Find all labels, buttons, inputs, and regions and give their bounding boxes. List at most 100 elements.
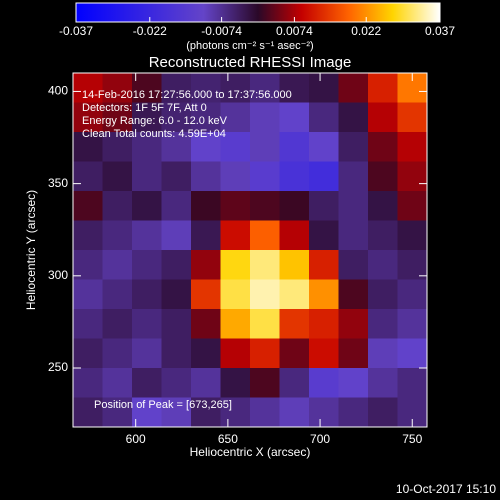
heatmap-cell (191, 220, 221, 251)
heatmap-cell (279, 397, 310, 428)
heatmap-cell (73, 368, 103, 398)
heatmap-cell (161, 191, 192, 221)
chart-title: Reconstructed RHESSI Image (149, 54, 352, 71)
heatmap-cell (309, 191, 339, 221)
heatmap-cell (250, 191, 280, 221)
heatmap-cell (161, 368, 192, 398)
heatmap-cell (73, 220, 103, 251)
heatmap-cell (73, 309, 103, 339)
heatmap-cell (132, 309, 162, 339)
heatmap-cell (161, 279, 192, 310)
heatmap-cell (309, 73, 339, 103)
heatmap-cell (191, 73, 221, 103)
heatmap-cell (191, 102, 221, 133)
peak-annotation: Position of Peak = [673,265] (94, 399, 232, 411)
colorbar-tick-label: -0.037 (59, 24, 93, 38)
y-axis-label: Heliocentric Y (arcsec) (24, 190, 38, 310)
heatmap-cell (73, 73, 103, 103)
heatmap-cell (338, 397, 369, 428)
heatmap-cell (397, 368, 428, 398)
heatmap-cell (250, 73, 280, 103)
heatmap-cell (191, 250, 221, 280)
colorbar-label: (photons cm⁻² s⁻¹ asec⁻²) (186, 40, 313, 52)
heatmap-cell (102, 309, 133, 339)
heatmap-cell (309, 250, 339, 280)
heatmap-cell (368, 161, 398, 192)
heatmap-cell (309, 132, 339, 162)
footer-date: 10-Oct-2017 15:10 (396, 482, 496, 496)
heatmap-cell (397, 338, 428, 369)
heatmap-cell (279, 102, 310, 133)
heatmap-cell (161, 102, 192, 133)
heatmap-cell (338, 368, 369, 398)
heatmap-cell (250, 220, 280, 251)
heatmap-cell (368, 397, 398, 428)
heatmap-cell (309, 397, 339, 428)
y-tick-label: 250 (48, 360, 68, 374)
heatmap-cell (338, 309, 369, 339)
heatmap-cell (132, 73, 162, 103)
heatmap-cell (250, 102, 280, 133)
heatmap-cell (279, 250, 310, 280)
heatmap-cell (250, 397, 280, 428)
heatmap-cell (73, 397, 103, 428)
heatmap-cell (279, 220, 310, 251)
heatmap-cell (220, 132, 251, 162)
heatmap-cell (73, 250, 103, 280)
heatmap (73, 73, 428, 428)
heatmap-cell (220, 161, 251, 192)
heatmap-cell (161, 338, 192, 369)
heatmap-cell (309, 338, 339, 369)
heatmap-cell (191, 161, 221, 192)
heatmap-cell (397, 161, 428, 192)
heatmap-cell (338, 279, 369, 310)
heatmap-cell (161, 220, 192, 251)
colorbar (75, 2, 441, 23)
heatmap-cell (397, 102, 428, 133)
heatmap-cell (191, 368, 221, 398)
heatmap-cell (73, 132, 103, 162)
heatmap-cell (102, 220, 133, 251)
heatmap-cell (73, 279, 103, 310)
annotation: Energy Range: 6.0 - 12.0 keV (82, 115, 228, 127)
heatmap-cell (191, 191, 221, 221)
heatmap-cell (102, 397, 133, 428)
heatmap-cell (132, 279, 162, 310)
heatmap-cell (220, 73, 251, 103)
colorbar-tick-label: 0.022 (351, 24, 381, 38)
heatmap-cell (279, 368, 310, 398)
heatmap-cell (279, 191, 310, 221)
heatmap-cell (397, 250, 428, 280)
heatmap-cell (220, 309, 251, 339)
heatmap-cell (338, 220, 369, 251)
heatmap-cell (220, 279, 251, 310)
heatmap-cell (368, 73, 398, 103)
colorbar-tick-label: 0.037 (425, 24, 455, 38)
heatmap-cell (279, 309, 310, 339)
heatmap-cell (368, 191, 398, 221)
heatmap-cell (338, 102, 369, 133)
heatmap-cell (102, 250, 133, 280)
heatmap-cell (368, 338, 398, 369)
heatmap-cell (220, 338, 251, 369)
heatmap-cell (191, 279, 221, 310)
heatmap-cell (397, 191, 428, 221)
heatmap-cell (220, 397, 251, 428)
heatmap-cell (161, 309, 192, 339)
heatmap-cell (250, 161, 280, 192)
heatmap-cell (220, 250, 251, 280)
heatmap-cell (279, 279, 310, 310)
heatmap-cell (338, 161, 369, 192)
heatmap-cell (309, 368, 339, 398)
heatmap-cell (73, 338, 103, 369)
heatmap-cell (102, 73, 133, 103)
heatmap-cell (309, 161, 339, 192)
annotation: 14-Feb-2016 17:27:56.000 to 17:37:56.000 (82, 89, 292, 101)
heatmap-cell (368, 220, 398, 251)
heatmap-cell (338, 250, 369, 280)
heatmap-cell (73, 102, 103, 133)
y-tick-label: 350 (48, 176, 68, 190)
heatmap-cell (338, 73, 369, 103)
heatmap-cell (368, 309, 398, 339)
